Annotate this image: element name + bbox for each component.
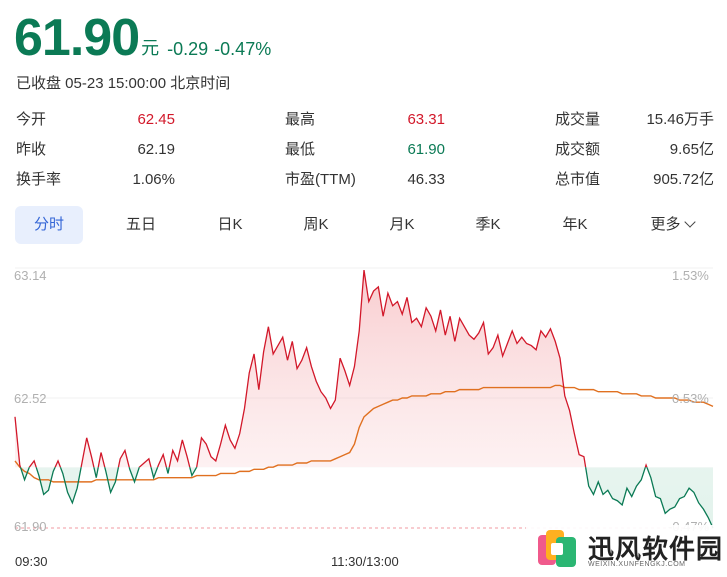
site-logo-icon bbox=[538, 530, 576, 567]
tab-yearly-k[interactable]: 年K bbox=[562, 216, 588, 233]
tab-intraday[interactable]: 分时 bbox=[15, 206, 83, 244]
watermark-subtitle: WEIXIN.XUNFENGKJ.COM bbox=[588, 561, 686, 568]
tab-more[interactable]: 更多 bbox=[637, 206, 707, 244]
prev-close-value: 62.19 bbox=[137, 141, 175, 158]
watermark-title: 迅风软件园 bbox=[588, 535, 724, 565]
prev-close-label: 昨收 bbox=[16, 141, 47, 158]
open-label: 今开 bbox=[16, 111, 47, 128]
amount-label: 成交额 bbox=[555, 141, 601, 158]
watermark: 迅风软件园 WEIXIN.XUNFENGKJ.COM bbox=[526, 525, 726, 577]
tab-more-label: 更多 bbox=[650, 216, 681, 233]
period-tabs: 分时 五日 日K 周K 月K 季K 年K 更多 bbox=[15, 206, 715, 244]
y-label-top: 63.14 bbox=[14, 268, 47, 283]
stats-grid: 今开 62.45 昨收 62.19 换手率 1.06% 最高 63.31 最低 … bbox=[16, 108, 716, 198]
turnover-rate-value: 1.06% bbox=[132, 171, 175, 188]
tab-daily-k[interactable]: 日K bbox=[217, 216, 243, 233]
pct-label-top: 1.53% bbox=[672, 268, 709, 283]
volume-value: 15.46万手 bbox=[646, 111, 714, 128]
price-line-down bbox=[19, 467, 714, 529]
turnover-rate-label: 换手率 bbox=[16, 171, 62, 188]
y-label-bottom: 61.90 bbox=[14, 519, 47, 534]
tab-weekly-k[interactable]: 周K bbox=[303, 216, 329, 233]
price-line-up bbox=[14, 269, 648, 468]
last-price: 61.90 bbox=[14, 9, 140, 67]
chevron-down-icon bbox=[683, 216, 696, 228]
intraday-chart[interactable] bbox=[0, 258, 727, 554]
price-unit: 元 bbox=[141, 38, 160, 58]
market-cap-label: 总市值 bbox=[555, 171, 601, 188]
price-change: -0.29 bbox=[167, 39, 209, 59]
time-label-midday: 11:30/13:00 bbox=[331, 554, 399, 569]
high-label: 最高 bbox=[285, 111, 316, 128]
price-header: 61.90 元 -0.29 -0.47% bbox=[14, 8, 271, 68]
amount-value: 9.65亿 bbox=[669, 141, 714, 158]
y-label-mid: 62.52 bbox=[14, 391, 47, 406]
avg-price-line bbox=[14, 384, 714, 483]
tab-monthly-k[interactable]: 月K bbox=[389, 216, 415, 233]
tab-quarterly-k[interactable]: 季K bbox=[475, 216, 501, 233]
volume-label: 成交量 bbox=[555, 111, 601, 128]
pct-label-mid: 0.53% bbox=[672, 391, 709, 406]
price-area-up bbox=[15, 270, 647, 468]
time-label-open: 09:30 bbox=[15, 554, 48, 569]
high-value: 63.31 bbox=[407, 111, 445, 128]
open-value: 62.45 bbox=[137, 111, 175, 128]
tab-five-day[interactable]: 五日 bbox=[125, 216, 156, 233]
price-change-percent: -0.47% bbox=[214, 39, 272, 59]
market-cap-value: 905.72亿 bbox=[653, 171, 714, 188]
low-label: 最低 bbox=[285, 141, 316, 158]
market-status: 已收盘 05-23 15:00:00 北京时间 bbox=[16, 75, 231, 92]
pe-ttm-label: 市盈(TTM) bbox=[285, 171, 356, 188]
pe-ttm-value: 46.33 bbox=[407, 171, 445, 188]
low-value: 61.90 bbox=[407, 141, 445, 158]
